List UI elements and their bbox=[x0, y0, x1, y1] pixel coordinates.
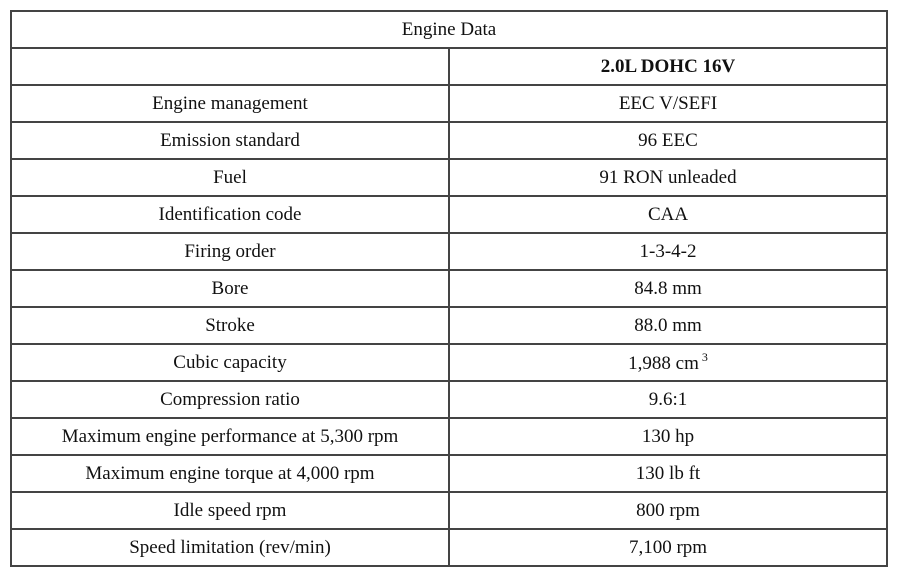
data-row: Speed limitation (rev/min) 7,100 rpm bbox=[10, 528, 888, 567]
data-row: Fuel 91 RON unleaded bbox=[10, 158, 888, 197]
value-text: 96 EEC bbox=[638, 129, 698, 151]
title-row: Engine Data bbox=[10, 10, 888, 49]
row-label: Cubic capacity bbox=[10, 343, 450, 382]
row-value: 130 hp bbox=[448, 417, 888, 456]
row-value: CAA bbox=[448, 195, 888, 234]
row-label: Bore bbox=[10, 269, 450, 308]
row-value: 1-3-4-2 bbox=[448, 232, 888, 271]
header-empty bbox=[10, 47, 450, 86]
table-title: Engine Data bbox=[10, 10, 888, 49]
data-row: Cubic capacity 1,988 cm 3 bbox=[10, 343, 888, 382]
value-text: 1-3-4-2 bbox=[639, 240, 697, 262]
data-row: Bore 84.8 mm bbox=[10, 269, 888, 308]
value-text: 91 RON unleaded bbox=[599, 166, 737, 188]
row-label: Speed limitation (rev/min) bbox=[10, 528, 450, 567]
data-row: Stroke 88.0 mm bbox=[10, 306, 888, 345]
data-row: Firing order 1-3-4-2 bbox=[10, 232, 888, 271]
data-row: Identification code CAA bbox=[10, 195, 888, 234]
data-row: Idle speed rpm 800 rpm bbox=[10, 491, 888, 530]
value-text: 7,100 rpm bbox=[628, 536, 708, 558]
engine-table: Engine Data 2.0L DOHC 16V Engine managem… bbox=[10, 10, 888, 567]
value-text: EEC V/SEFI bbox=[618, 92, 718, 114]
row-label: Idle speed rpm bbox=[10, 491, 450, 530]
row-label: Firing order bbox=[10, 232, 450, 271]
row-value: 9.6:1 bbox=[448, 380, 888, 419]
value-text: CAA bbox=[647, 203, 689, 225]
row-label: Emission standard bbox=[10, 121, 450, 160]
row-value: 91 RON unleaded bbox=[448, 158, 888, 197]
row-value: 800 rpm bbox=[448, 491, 888, 530]
value-text: 1,988 cm bbox=[628, 353, 699, 374]
page: {"table": { "title": "Engine Data", "hea… bbox=[10, 10, 888, 567]
row-label: Stroke bbox=[10, 306, 450, 345]
value-superscript: 3 bbox=[701, 350, 708, 364]
data-row: Emission standard 96 EEC bbox=[10, 121, 888, 160]
row-label: Identification code bbox=[10, 195, 450, 234]
header-row: 2.0L DOHC 16V bbox=[10, 47, 888, 86]
data-row: Maximum engine performance at 5,300 rpm 1… bbox=[10, 417, 888, 456]
data-row: Maximum engine torque at 4,000 rpm 130 lb… bbox=[10, 454, 888, 493]
row-value: 130 lb ft bbox=[448, 454, 888, 493]
value-text: 9.6:1 bbox=[648, 388, 688, 410]
row-value: 1,988 cm 3 bbox=[448, 343, 888, 382]
column-header: 2.0L DOHC 16V bbox=[448, 47, 888, 86]
row-label: Maximum engine performance at 5,300 rpm bbox=[10, 417, 450, 456]
row-value: 7,100 rpm bbox=[448, 528, 888, 567]
row-label: Fuel bbox=[10, 158, 450, 197]
value-text: 84.8 mm bbox=[634, 277, 702, 299]
row-label: Maximum engine torque at 4,000 rpm bbox=[10, 454, 450, 493]
value-text: 88.0 mm bbox=[634, 314, 702, 336]
row-value: EEC V/SEFI bbox=[448, 84, 888, 123]
value-text: 130 lb ft bbox=[635, 462, 701, 484]
row-value: 88.0 mm bbox=[448, 306, 888, 345]
row-label: Engine management bbox=[10, 84, 450, 123]
value-text: 800 rpm bbox=[636, 499, 700, 521]
row-label: Compression ratio bbox=[10, 380, 450, 419]
data-row: Engine management EEC V/SEFI bbox=[10, 84, 888, 123]
row-value: 96 EEC bbox=[448, 121, 888, 160]
data-row: Compression ratio 9.6:1 bbox=[10, 380, 888, 419]
value-text: 130 hp bbox=[641, 425, 695, 447]
row-value: 84.8 mm bbox=[448, 269, 888, 308]
table-body: Engine Data 2.0L DOHC 16V Engine managem… bbox=[10, 10, 888, 567]
